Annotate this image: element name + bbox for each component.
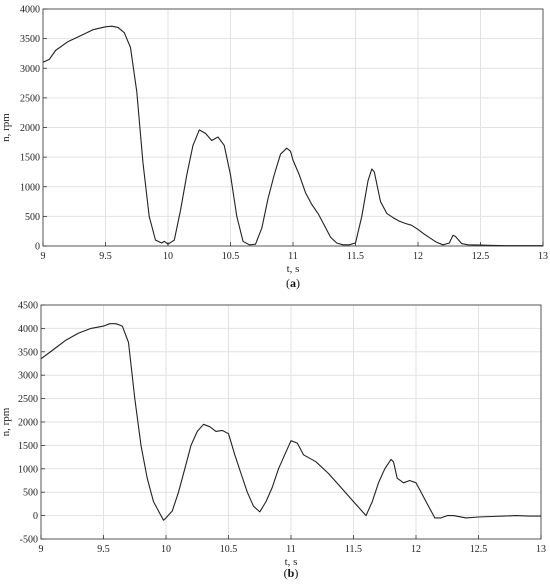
chart-a-series-line-0 <box>42 25 543 247</box>
chart-a-grid <box>42 8 544 247</box>
chart-a-ytick-label: 1000 <box>20 182 40 193</box>
chart-b-grid <box>40 304 542 540</box>
chart-a-ytick-label: 3000 <box>20 64 40 75</box>
chart-a-ytick-label: 500 <box>25 212 40 223</box>
chart-a-xtick-label: 13 <box>538 251 548 262</box>
chart-a-xtick-label: 9 <box>41 251 46 262</box>
chart-b-ytick-label: 1000 <box>18 464 38 475</box>
chart-a-xtick-label: 10 <box>163 251 173 262</box>
chart-b-ytick-label: 0 <box>33 511 38 522</box>
chart-b-xtick-label: 10 <box>161 544 171 555</box>
chart-b-svg: 9 9.5 10 10.5 11 11.5 12 12.5 13 -500 0 500 1000 1500… <box>0 301 546 581</box>
chart-b-xlabel: t, s <box>285 556 298 568</box>
chart-a-ytick-label: 2500 <box>20 93 40 104</box>
chart-b-ytick-label: 500 <box>23 488 38 499</box>
chart-b-xtick-label: 9 <box>39 544 44 555</box>
chart-b-ytick-label: 3000 <box>18 371 38 382</box>
chart-a-xtick-label: 11.5 <box>347 251 364 262</box>
chart-b-ytick-label: 3500 <box>18 347 38 358</box>
chart-b-xtick-label: 11 <box>286 544 296 555</box>
chart-b-xtick-label: 10.5 <box>220 544 238 555</box>
chart-b: 9 9.5 10 10.5 11 11.5 12 12.5 13 -500 0 500 1000 1500… <box>0 295 550 585</box>
chart-a-caption: (a) <box>286 276 300 290</box>
chart-a-ytick-label: 4000 <box>20 5 40 16</box>
chart-b-ytick-label: 4000 <box>18 324 38 335</box>
chart-b-xtick-label: 12 <box>411 544 421 555</box>
chart-a-xlabel: t, s <box>287 263 300 275</box>
chart-a-ytick-label: 2000 <box>20 123 40 134</box>
chart-b-caption: (b) <box>284 566 299 580</box>
chart-a-xtick-label: 12 <box>413 251 423 262</box>
chart-b-ytick-label: 1500 <box>18 441 38 452</box>
chart-b-xtick-label: 13 <box>536 544 546 555</box>
chart-a-xtick-label: 10.5 <box>222 251 240 262</box>
chart-b-ytick-label: 2500 <box>18 394 38 405</box>
chart-a-ytick-label: 3500 <box>20 34 40 45</box>
chart-a-ytick-label: 0 <box>35 242 40 253</box>
chart-b-ytick-label: 4500 <box>18 301 38 312</box>
chart-b-xtick-label: 12.5 <box>470 544 488 555</box>
chart-b-series-line-0 <box>40 323 541 521</box>
chart-a-svg: 9 9.5 10 10.5 11 11.5 12 12.5 13 0 500 1000 1500 2000… <box>0 5 548 291</box>
chart-a: 9 9.5 10 10.5 11 11.5 12 12.5 13 0 500 1000 1500 2000… <box>0 0 550 292</box>
chart-b-xtick-label: 11.5 <box>345 544 362 555</box>
chart-b-ylabel: n, rpm <box>0 407 12 436</box>
chart-b-xtick-label: 9.5 <box>97 544 110 555</box>
chart-a-ylabel: n, rpm <box>0 113 12 142</box>
chart-b-ytick-label: 2000 <box>18 418 38 429</box>
chart-b-ytick-label: -500 <box>20 535 38 546</box>
chart-a-xtick-label: 9.5 <box>99 251 112 262</box>
chart-a-xtick-label: 12.5 <box>472 251 490 262</box>
chart-a-xtick-label: 11 <box>288 251 298 262</box>
chart-a-ytick-label: 1500 <box>20 153 40 164</box>
